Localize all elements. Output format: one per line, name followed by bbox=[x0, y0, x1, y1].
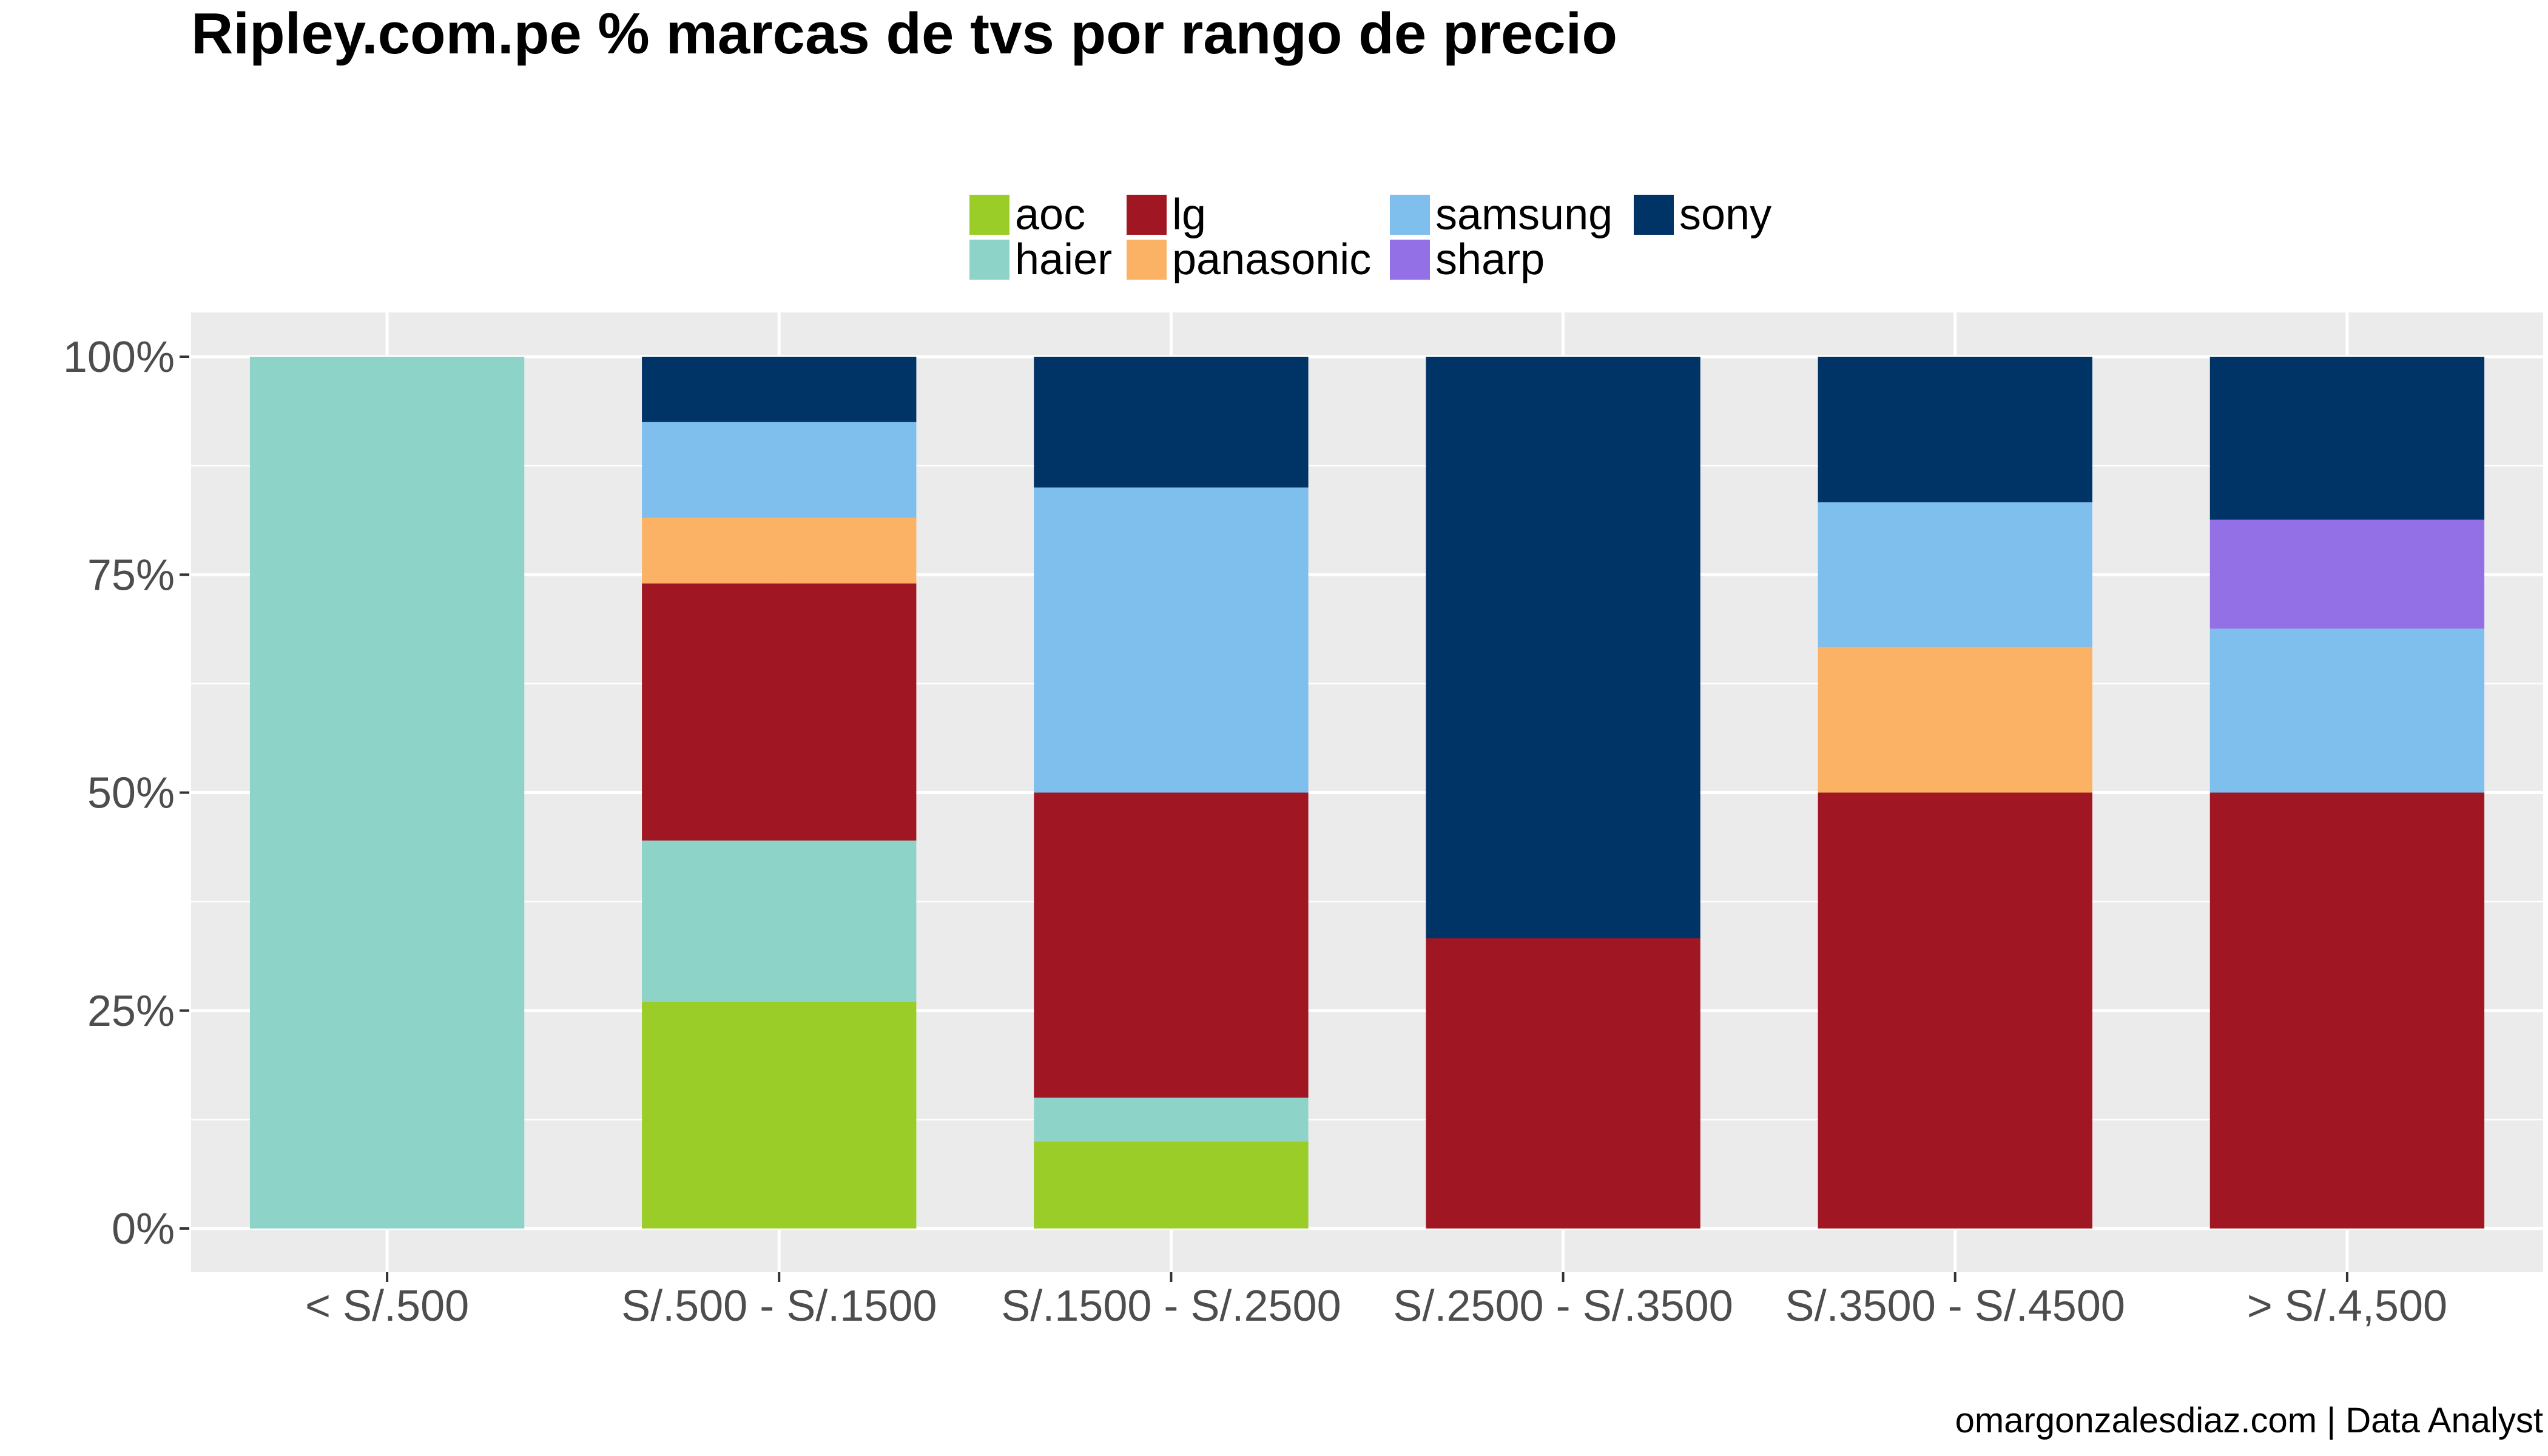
bar-segment-panasonic bbox=[1818, 647, 2092, 793]
bar-segment-haier bbox=[1034, 1097, 1309, 1142]
bar-segment-sharp bbox=[2209, 519, 2485, 629]
legend-item-panasonic: panasonic bbox=[1127, 235, 1371, 284]
legend-key bbox=[1634, 195, 1674, 235]
bar-segment-lg bbox=[1034, 792, 1309, 1098]
legend: aoc lg samsung sony haier panasonic sharp bbox=[969, 190, 1771, 284]
y-tick-label: 50% bbox=[87, 769, 175, 818]
y-tick-label: 100% bbox=[63, 333, 175, 382]
bar-stack bbox=[642, 357, 917, 1228]
bar-segment-samsung bbox=[2209, 629, 2485, 793]
bar-segment-sony bbox=[1818, 357, 2092, 502]
legend-item-haier: haier bbox=[969, 235, 1112, 284]
legend-label: sharp bbox=[1435, 235, 1545, 284]
bar-segment-lg bbox=[1426, 938, 1700, 1228]
legend-label: haier bbox=[1015, 235, 1112, 284]
chart-title: Ripley.com.pe % marcas de tvs por rango … bbox=[191, 1, 1617, 66]
bar-segment-sony bbox=[1426, 357, 1700, 939]
x-tick-label: < S/.500 bbox=[305, 1282, 469, 1330]
bar-segment-lg bbox=[1818, 792, 2092, 1228]
x-tick-label: > S/.4,500 bbox=[2247, 1282, 2447, 1330]
y-tick-label: 0% bbox=[112, 1205, 175, 1253]
bars bbox=[249, 357, 2485, 1228]
x-axis: < S/.500 S/.500 - S/.1500 S/.1500 - S/.250… bbox=[305, 1272, 2447, 1330]
legend-label: aoc bbox=[1015, 190, 1085, 239]
legend-key bbox=[969, 240, 1009, 280]
bar-segment-sony bbox=[2209, 357, 2485, 520]
bar-segment-samsung bbox=[1818, 502, 2092, 647]
legend-label: samsung bbox=[1435, 190, 1613, 239]
bar-segment-sony bbox=[642, 357, 917, 422]
x-tick-label: S/.2500 - S/.3500 bbox=[1393, 1282, 1733, 1330]
bar-segment-sony bbox=[1034, 357, 1309, 488]
bar-stack bbox=[1426, 357, 1700, 1228]
bar-stack bbox=[1818, 357, 2092, 1228]
legend-item-samsung: samsung bbox=[1390, 190, 1613, 239]
legend-label: sony bbox=[1679, 190, 1771, 239]
bar-segment-haier bbox=[642, 840, 917, 1002]
bar-segment-panasonic bbox=[642, 517, 917, 584]
legend-key bbox=[1127, 240, 1167, 280]
bar-segment-samsung bbox=[1034, 487, 1309, 793]
bar-stack bbox=[249, 357, 525, 1228]
legend-key bbox=[1390, 240, 1430, 280]
bar-segment-lg bbox=[642, 583, 917, 841]
bar-segment-lg bbox=[2209, 792, 2485, 1228]
y-tick-label: 75% bbox=[87, 551, 175, 599]
bar-segment-samsung bbox=[642, 422, 917, 518]
bar-stack bbox=[1034, 357, 1309, 1228]
legend-item-aoc: aoc bbox=[969, 190, 1085, 239]
x-tick-label: S/.1500 - S/.2500 bbox=[1001, 1282, 1341, 1330]
bar-segment-aoc bbox=[1034, 1141, 1309, 1228]
legend-item-sharp: sharp bbox=[1390, 235, 1545, 284]
x-tick-label: S/.500 - S/.1500 bbox=[621, 1282, 937, 1330]
legend-label: panasonic bbox=[1172, 235, 1371, 284]
legend-key bbox=[1390, 195, 1430, 235]
legend-item-lg: lg bbox=[1127, 190, 1206, 239]
y-axis: 0% 25% 50% 75% 100% bbox=[63, 333, 189, 1253]
legend-key bbox=[969, 195, 1009, 235]
bar-segment-haier bbox=[249, 357, 525, 1228]
legend-item-sony: sony bbox=[1634, 190, 1771, 239]
chart-caption: omargonzalesdiaz.com | Data Analyst bbox=[1955, 1401, 2543, 1440]
bar-stack bbox=[2209, 357, 2485, 1228]
legend-key bbox=[1127, 195, 1167, 235]
legend-label: lg bbox=[1172, 190, 1206, 239]
x-tick-label: S/.3500 - S/.4500 bbox=[1785, 1282, 2125, 1330]
bar-segment-aoc bbox=[642, 1002, 917, 1228]
y-tick-label: 25% bbox=[87, 987, 175, 1036]
